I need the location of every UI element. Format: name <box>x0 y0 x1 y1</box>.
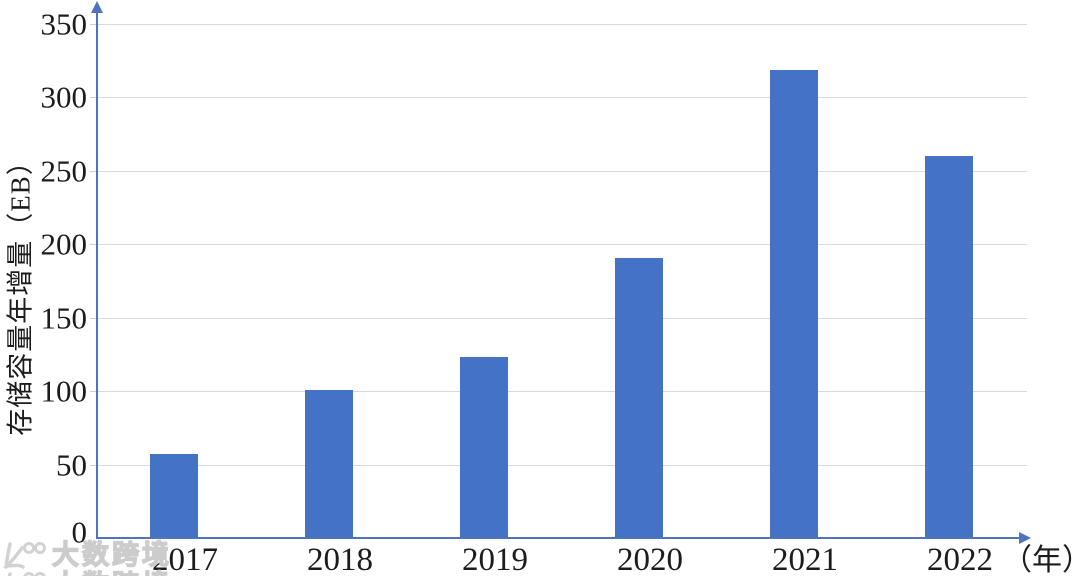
x-tick-label-2021: 2021 <box>772 542 838 576</box>
y-tick-label-100: 100 <box>40 373 88 409</box>
y-tick-label-250: 250 <box>40 153 88 189</box>
y-tick-mark <box>90 391 97 393</box>
x-tick-label-2019: 2019 <box>462 542 528 576</box>
bar-2019 <box>460 357 508 537</box>
bar-2018 <box>305 389 353 537</box>
y-tick-mark <box>90 97 97 99</box>
bar-2021 <box>770 69 818 537</box>
gridline-300 <box>97 97 1027 99</box>
gridline-50 <box>97 464 1027 466</box>
x-axis-line <box>96 537 1021 539</box>
y-tick-label-0: 0 <box>71 514 88 550</box>
x-axis-unit-label: （年） <box>1002 544 1080 576</box>
y-axis-line <box>96 10 98 539</box>
y-tick-mark <box>90 24 97 25</box>
y-tick-label-300: 300 <box>40 79 88 115</box>
x-tick-label-2018: 2018 <box>307 542 373 576</box>
bar-2022 <box>925 156 973 537</box>
gridline-200 <box>97 244 1027 246</box>
y-tick-mark <box>90 244 97 246</box>
x-axis-arrow-icon <box>1019 532 1031 544</box>
y-tick-mark <box>90 464 97 466</box>
gridline-100 <box>97 391 1027 393</box>
y-tick-mark <box>90 317 97 319</box>
y-axis-title: 存储容量年增量（EB） <box>5 147 36 436</box>
y-tick-label-350: 350 <box>40 6 88 42</box>
y-tick-label-50: 50 <box>56 447 87 483</box>
y-tick-label-150: 150 <box>40 300 88 336</box>
bar-2020 <box>615 257 663 537</box>
watermark-row-2: 大数跨境 <box>2 570 172 576</box>
bar-2017 <box>150 454 198 537</box>
gridline-150 <box>97 317 1027 319</box>
y-tick-label-200: 200 <box>40 226 88 262</box>
gridline-350 <box>97 24 1027 25</box>
gridline-250 <box>97 170 1027 172</box>
x-tick-label-2017: 2017 <box>152 542 218 576</box>
k100-logo-icon <box>7 572 46 576</box>
x-tick-label-2022: 2022 <box>927 542 993 576</box>
x-tick-label-2020: 2020 <box>617 542 683 576</box>
y-axis-arrow-icon <box>91 1 103 13</box>
y-tick-mark <box>90 170 97 172</box>
